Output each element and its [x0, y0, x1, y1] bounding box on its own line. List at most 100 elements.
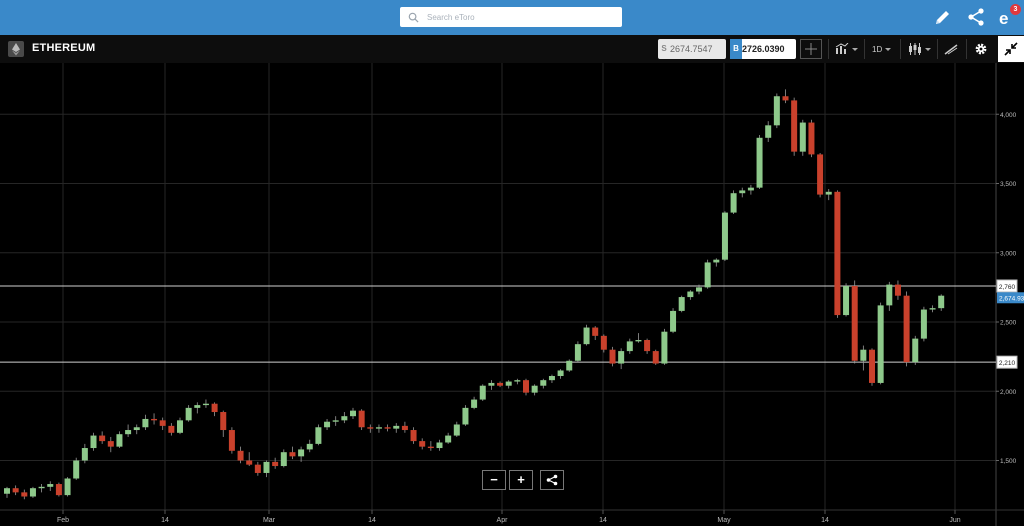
candle	[574, 341, 581, 363]
candle-body	[38, 486, 45, 489]
candle-body	[479, 385, 486, 400]
candle-body	[445, 435, 452, 443]
price-chart[interactable]: 2,760 2,210 1,500 2,000 2,500 3,000 3,500 4,00…	[0, 63, 1024, 526]
candle-body	[142, 418, 149, 428]
share-icon	[546, 474, 558, 486]
candle	[133, 424, 140, 435]
search-box[interactable]	[400, 7, 622, 27]
chart-grid	[0, 63, 1024, 526]
candle	[21, 489, 28, 500]
candle-body	[886, 284, 893, 306]
chevron-down-icon	[925, 47, 931, 51]
candle	[548, 374, 555, 383]
chevron-down-icon	[852, 47, 858, 51]
candle-body	[644, 340, 651, 352]
candle-body	[514, 380, 521, 382]
candle-body	[704, 262, 711, 288]
pencil-icon[interactable]	[932, 6, 954, 28]
candle	[704, 259, 711, 289]
candle	[592, 326, 599, 341]
candle	[289, 446, 296, 460]
sell-button[interactable]: S 2674.7547	[658, 39, 726, 59]
candle-body	[306, 443, 313, 450]
candle-body	[488, 382, 495, 386]
candle	[791, 97, 798, 156]
candle-body	[324, 421, 331, 428]
chart-share-button[interactable]	[540, 470, 564, 490]
candle	[419, 438, 426, 450]
current-price-label: 2,674.93	[999, 295, 1024, 302]
candle	[661, 328, 668, 365]
candle	[64, 477, 71, 497]
candle-body	[912, 338, 919, 363]
candle-body	[747, 187, 754, 191]
draw-button[interactable]	[944, 39, 958, 59]
fullscreen-button[interactable]	[998, 36, 1024, 62]
buy-price: 2726.0390	[742, 44, 785, 54]
timeframe-dropdown[interactable]: 1D	[872, 39, 892, 59]
asset-name: ETHEREUM	[32, 42, 96, 54]
candle-body	[280, 452, 287, 467]
candle	[557, 369, 564, 379]
y-tick-label: 1,500	[1000, 458, 1017, 465]
candle	[393, 423, 400, 433]
x-tick-label: Mar	[263, 517, 276, 524]
candle-body	[505, 381, 512, 386]
chevron-down-icon	[885, 47, 892, 51]
settings-button[interactable]	[974, 39, 988, 59]
candle	[298, 446, 305, 462]
candle-body	[471, 399, 478, 408]
candle-body	[64, 478, 71, 496]
candle	[185, 405, 192, 422]
candle-body	[29, 488, 36, 497]
zoom-in-button[interactable]: +	[509, 470, 533, 490]
candle-body	[938, 295, 945, 309]
candle-body	[713, 259, 720, 263]
share-icon[interactable]	[965, 6, 987, 28]
current-price-box	[997, 292, 1024, 304]
candles-button[interactable]	[908, 39, 931, 59]
x-tick-label: 14	[821, 517, 829, 524]
candle	[107, 436, 114, 453]
candle	[678, 295, 685, 313]
candle	[920, 306, 927, 342]
candle	[696, 284, 702, 295]
candle	[246, 452, 253, 467]
candle	[860, 345, 867, 371]
candle	[367, 424, 374, 433]
candle	[453, 421, 460, 437]
crosshair-button[interactable]	[800, 39, 822, 59]
chart-type-button[interactable]	[835, 39, 858, 59]
candle	[497, 381, 504, 388]
candle	[765, 121, 772, 142]
candle	[635, 333, 642, 343]
candle	[410, 427, 417, 444]
candle-body	[4, 488, 10, 494]
candle-body	[125, 430, 132, 435]
svg-text:e: e	[999, 9, 1008, 28]
candle	[739, 187, 746, 198]
candle-body	[228, 430, 235, 451]
candle-body	[99, 435, 106, 442]
candle-body	[808, 122, 815, 155]
draw-icon	[944, 44, 958, 55]
candle-body	[548, 376, 555, 381]
candle-body	[739, 190, 746, 194]
candle-body	[341, 416, 348, 421]
candle-body	[384, 427, 391, 429]
candle-body	[375, 427, 382, 429]
candle-body	[894, 284, 901, 296]
candle-body	[358, 410, 365, 428]
candle-body	[903, 295, 910, 363]
buy-button[interactable]: B 2726.0390	[730, 39, 796, 59]
candle-body	[592, 327, 599, 336]
candle	[713, 258, 720, 267]
candle-body	[211, 403, 218, 413]
zoom-out-button[interactable]: −	[482, 470, 506, 490]
candle	[817, 153, 824, 198]
search-input[interactable]	[425, 11, 609, 23]
candle-body	[574, 344, 581, 361]
candle-body	[202, 403, 209, 406]
etoro-logo-icon[interactable]: e 3	[996, 4, 1021, 28]
candle	[73, 457, 80, 480]
